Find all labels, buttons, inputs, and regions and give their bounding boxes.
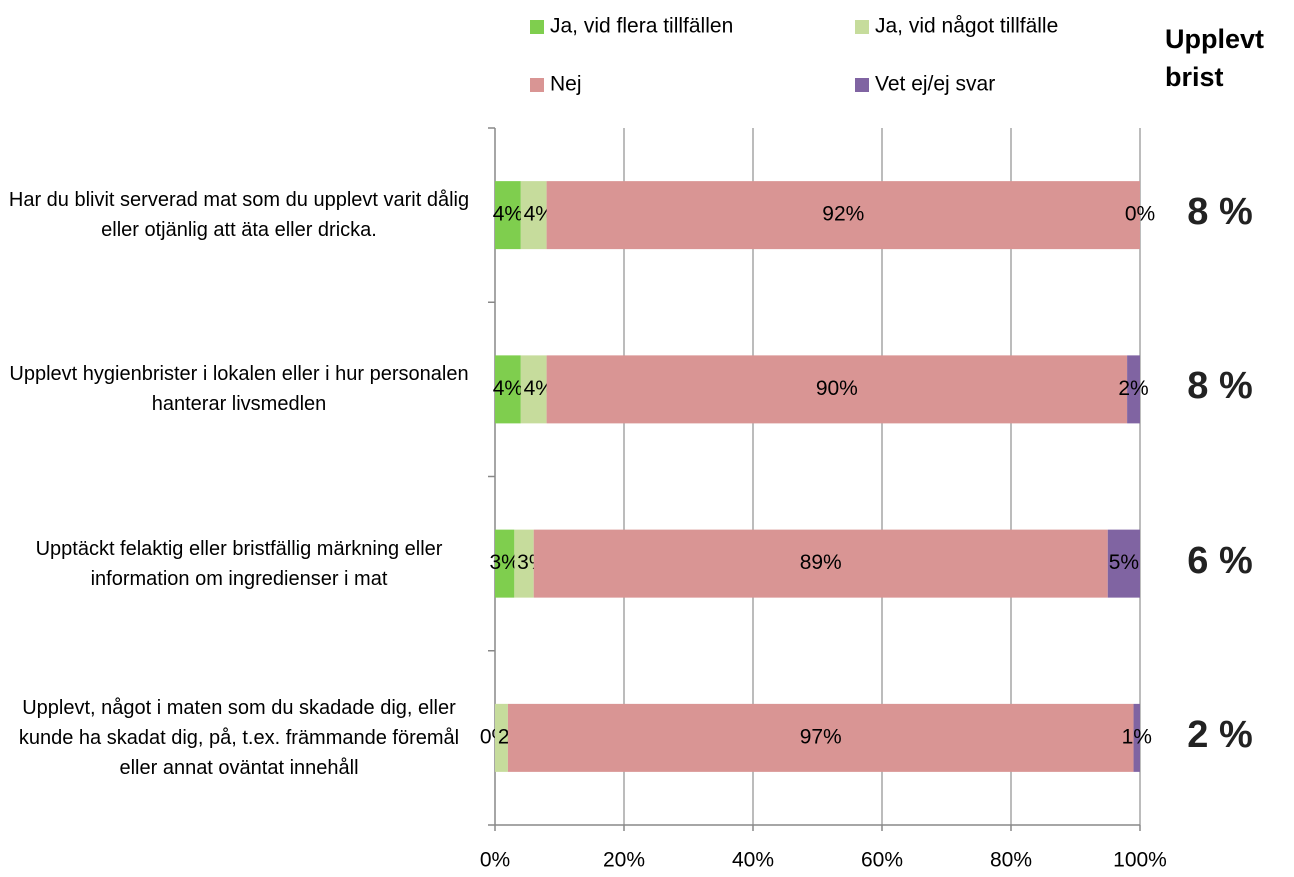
legend-swatch (855, 78, 869, 92)
legend-swatch (530, 78, 544, 92)
x-tick-label: 60% (861, 849, 903, 872)
bar-segment (546, 181, 1140, 250)
category-label: Upptäckt felaktig eller bristfällig märk… (35, 537, 443, 590)
x-tick-label: 80% (990, 849, 1032, 872)
x-tick-label: 100% (1113, 849, 1167, 872)
x-tick-label: 0% (480, 849, 510, 872)
bar-segment (507, 703, 1134, 772)
bar-segment (495, 703, 508, 772)
x-tick-label: 20% (603, 849, 645, 872)
bar-segment (1107, 529, 1140, 598)
data-label: 5% (1109, 551, 1139, 574)
category-label: Upplevt, något i maten som du skadade di… (18, 696, 460, 779)
data-label: 2% (1118, 377, 1148, 400)
legend-label: Vet ej/ej svar (875, 73, 995, 96)
bar-segment (495, 181, 521, 250)
bar-segment (520, 181, 547, 250)
data-label: 4% (524, 377, 554, 400)
data-label: 1% (1122, 725, 1152, 748)
bar-segment (495, 529, 515, 598)
data-label: 0% (1125, 203, 1155, 226)
data-label: 97% (800, 725, 842, 748)
bar-segment (546, 355, 1128, 424)
data-label: 4% (493, 203, 523, 226)
legend-label: Ja, vid något tillfälle (875, 15, 1058, 38)
data-label: 89% (800, 551, 842, 574)
bar-segment (1127, 355, 1140, 424)
legend-swatch (855, 20, 869, 34)
data-label: 4% (493, 377, 523, 400)
x-tick-label: 40% (732, 849, 774, 872)
bar-segment (1133, 703, 1140, 772)
bar-segment (514, 529, 534, 598)
side-title: Upplevt brist (1165, 24, 1265, 92)
data-label: 4% (524, 203, 554, 226)
bar-segment (495, 355, 521, 424)
category-label: Har du blivit serverad mat som du upplev… (8, 189, 470, 242)
category-label: Upplevt hygienbrister i lokalen eller i … (9, 363, 469, 416)
bar-segment (520, 355, 547, 424)
legend-label: Ja, vid flera tillfällen (550, 15, 733, 38)
bar-segment (533, 529, 1108, 598)
legend-label: Nej (550, 73, 582, 96)
side-value: 8 % (1187, 191, 1253, 234)
side-value: 6 % (1187, 539, 1253, 582)
side-value: 2 % (1187, 713, 1253, 756)
data-label: 3% (489, 551, 519, 574)
data-label: 92% (822, 203, 864, 226)
data-label: 90% (816, 377, 858, 400)
side-value: 8 % (1187, 365, 1253, 408)
legend-swatch (530, 20, 544, 34)
